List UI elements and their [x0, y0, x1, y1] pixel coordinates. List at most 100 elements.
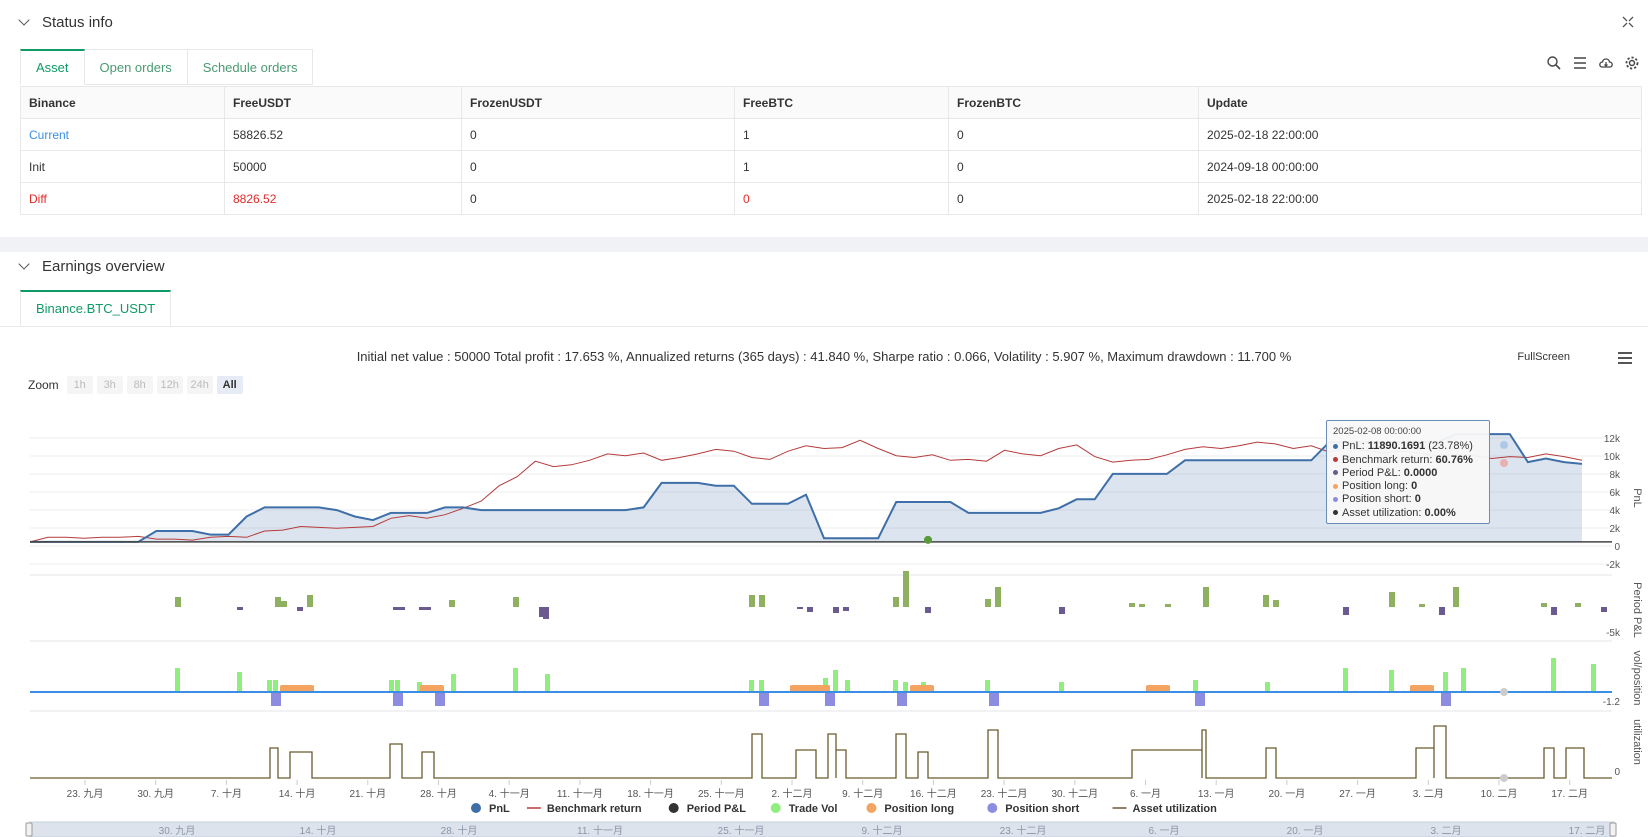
- status-info-header[interactable]: Status info: [18, 11, 113, 33]
- legend-item[interactable]: Period P&L: [687, 803, 747, 815]
- status-tabs: Asset Open orders Schedule orders: [20, 49, 314, 85]
- tab-asset[interactable]: Asset: [20, 49, 85, 85]
- x-tick-label: 14. 十月: [279, 787, 316, 800]
- legend-item[interactable]: Position long: [884, 803, 954, 815]
- period-pnl-bar: [1541, 603, 1547, 607]
- tooltip-dot: [1333, 510, 1338, 516]
- hover-point: [1500, 441, 1508, 449]
- period-pnl-bar: [393, 607, 399, 610]
- pnl-tick-label: 2k: [1609, 524, 1621, 535]
- trade-vol-bar: [1343, 668, 1348, 692]
- position-short-bar: [435, 692, 445, 706]
- trade-vol-bar: [1389, 670, 1394, 692]
- legend-item[interactable]: Asset utilization: [1133, 803, 1218, 815]
- list-icon[interactable]: [1572, 55, 1588, 71]
- tooltip-row: Benchmark return: 60.76%: [1333, 454, 1483, 467]
- hover-point: [1500, 688, 1508, 696]
- legend-item[interactable]: PnL: [489, 803, 510, 815]
- zoom-8h-button[interactable]: 8h: [126, 376, 153, 394]
- position-short-bar: [989, 692, 999, 706]
- x-tick-label: 27. 一月: [1339, 788, 1376, 800]
- x-tick-label: 30. 十二月: [1051, 787, 1098, 800]
- period-pnl-bar: [307, 595, 313, 607]
- earnings-title: Earnings overview: [42, 257, 165, 275]
- tab-binance-btc-usdt[interactable]: Binance.BTC_USDT: [20, 290, 172, 326]
- x-tick-label: 4. 十一月: [489, 787, 530, 800]
- trade-vol-bar: [237, 672, 242, 692]
- status-info-title: Status info: [42, 13, 113, 31]
- period-pnl-bar: [807, 607, 813, 612]
- period-pnl-bar: [419, 607, 425, 610]
- axis-title: PnL: [1631, 488, 1643, 508]
- cell-free-btc: 1: [734, 118, 949, 151]
- period-pnl-bar: [539, 607, 545, 617]
- navigator-tick-label: 14. 十月: [300, 824, 337, 837]
- navigator-tick-label: 30. 九月: [159, 825, 196, 837]
- trade-vol-bar: [1193, 680, 1198, 692]
- trade-vol-bar: [273, 680, 278, 692]
- navigator-handle-left: [25, 822, 33, 837]
- x-tick-label: 2. 十二月: [771, 787, 812, 800]
- period-pnl-bar: [843, 607, 849, 611]
- tooltip-value: 60.76%: [1435, 453, 1473, 466]
- period-pnl-bar: [1139, 604, 1145, 607]
- period-pnl-bar: [281, 601, 287, 607]
- fullscreen-button[interactable]: FullScreen: [1517, 351, 1570, 363]
- pnl-tick-label: -2k: [1606, 560, 1621, 571]
- x-tick-label: 18. 十一月: [627, 787, 674, 800]
- zoom-12h-button[interactable]: 12h: [156, 376, 183, 394]
- tab-open-orders[interactable]: Open orders: [84, 49, 188, 85]
- period-pnl-bar: [297, 607, 303, 611]
- collapse-icon[interactable]: [1622, 16, 1634, 28]
- tooltip-value: 11890.1691: [1367, 440, 1426, 453]
- position-short-bar: [825, 692, 835, 706]
- x-tick-label: 11. 十一月: [557, 787, 603, 800]
- axis-title: utilization: [1631, 719, 1643, 765]
- legend-item[interactable]: Position short: [1005, 803, 1079, 815]
- tooltip-extra: (23.78%): [1425, 440, 1473, 453]
- tooltip-dot: [1333, 470, 1338, 476]
- zoom-24h-button[interactable]: 24h: [186, 376, 213, 394]
- vol-axis-tick: -1.2: [1603, 697, 1621, 708]
- period-pnl-bar: [985, 599, 991, 607]
- pnl-tick-label: 4k: [1609, 506, 1621, 517]
- period-axis-tick: -5k: [1606, 628, 1621, 639]
- zoom-all-button[interactable]: All: [216, 376, 243, 394]
- position-short-bar: [759, 692, 769, 706]
- legend-item[interactable]: Trade Vol: [789, 803, 838, 815]
- period-pnl-bar: [903, 571, 909, 607]
- tooltip-row: Position short: 0: [1333, 493, 1483, 506]
- trade-vol-bar: [1551, 680, 1556, 692]
- trade-vol-bar: [1443, 672, 1448, 692]
- cloud-download-icon[interactable]: [1598, 55, 1614, 71]
- navigator-tick-label: 3. 二月: [1430, 825, 1461, 837]
- period-pnl-bar: [1263, 595, 1269, 607]
- tab-schedule-orders[interactable]: Schedule orders: [187, 49, 314, 85]
- x-tick-label: 21. 十月: [349, 787, 386, 800]
- period-pnl-bar: [425, 607, 431, 610]
- tooltip-label: Period P&L:: [1342, 466, 1404, 479]
- navigator-tick-label: 6. 一月: [1148, 825, 1179, 837]
- zoom-3h-button[interactable]: 3h: [96, 376, 123, 394]
- axis-title: vol/position: [1631, 650, 1643, 705]
- cell-frozen-btc: 0: [948, 182, 1199, 215]
- trade-vol-bar: [985, 680, 990, 692]
- legend-item[interactable]: Benchmark return: [547, 803, 642, 815]
- tooltip-row: Asset utilization: 0.00%: [1333, 507, 1483, 520]
- earnings-header[interactable]: Earnings overview: [18, 255, 165, 277]
- period-pnl-bar: [893, 597, 899, 607]
- search-icon[interactable]: [1546, 55, 1562, 71]
- cell-frozen-usdt: 0: [461, 118, 735, 151]
- row-name[interactable]: Current: [20, 118, 225, 151]
- pnl-tick-label: 6k: [1609, 488, 1621, 499]
- trade-vol-bar: [1551, 658, 1556, 692]
- navigator-tick-label: 11. 十一月: [577, 824, 623, 837]
- trade-vol-bar: [903, 682, 908, 692]
- chart-menu-icon[interactable]: [1618, 352, 1632, 364]
- period-pnl-bar: [1059, 607, 1065, 614]
- zoom-1h-button[interactable]: 1h: [66, 376, 93, 394]
- x-tick-label: 6. 一月: [1130, 788, 1161, 800]
- period-pnl-bar: [449, 600, 455, 607]
- gear-icon[interactable]: [1624, 55, 1640, 71]
